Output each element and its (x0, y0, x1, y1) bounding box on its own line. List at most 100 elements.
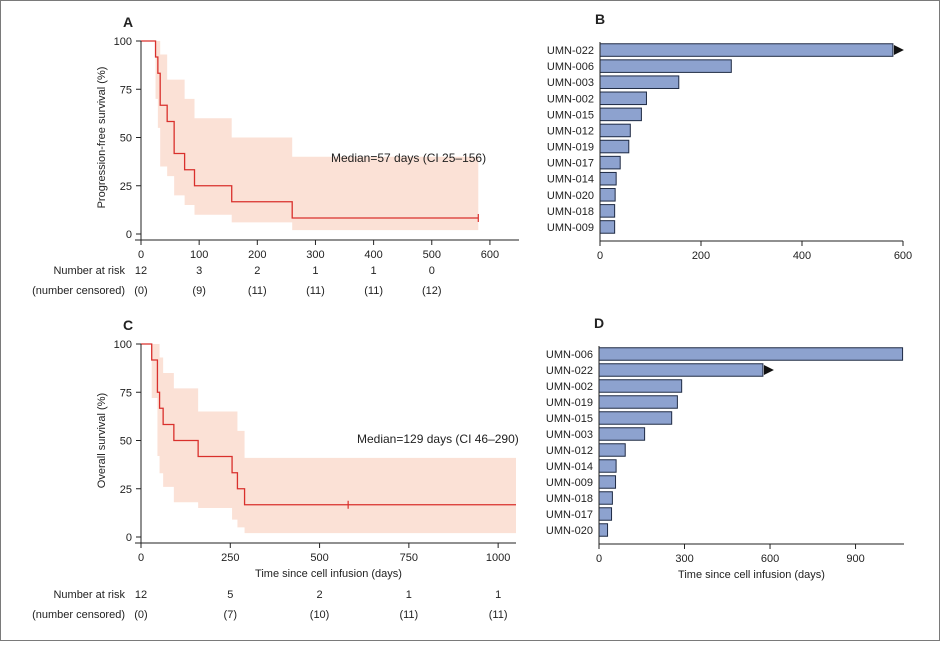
censored-value-c: (10) (310, 609, 330, 621)
bar-category-label-d: UMN-022 (546, 365, 593, 377)
x-tick-label-b: 200 (692, 250, 710, 262)
median-annotation-a: Median=57 days (CI 25–156) (331, 151, 486, 165)
censored-value-a: (9) (192, 285, 205, 297)
censored-value-c: (11) (489, 609, 508, 621)
ci-band-c (151, 344, 516, 534)
censored-value-c: (7) (224, 609, 237, 621)
censored-value-a: (12) (422, 285, 442, 297)
y-tick-label-a: 50 (120, 133, 132, 145)
y-tick-label-c: 50 (120, 436, 132, 448)
at-risk-value-a: 1 (312, 265, 318, 277)
x-tick-label-a: 200 (248, 249, 266, 261)
bar-category-label-d: UMN-006 (546, 349, 593, 361)
censored-table-label-a: (number censored) (32, 285, 125, 297)
x-tick-label-c: 750 (400, 552, 418, 564)
y-tick-label-c: 25 (120, 484, 132, 496)
bar-category-label-b: UMN-020 (547, 190, 594, 202)
bar-b (599, 171, 617, 186)
bar-b (599, 123, 631, 138)
bar-category-label-b: UMN-018 (547, 206, 594, 218)
at-risk-value-a: 1 (371, 265, 377, 277)
bar-category-label-b: UMN-002 (547, 93, 594, 105)
at-risk-value-a: 3 (196, 265, 202, 277)
bar-category-label-d: UMN-002 (546, 381, 593, 393)
y-axis-label-c: Overall survival (%) (96, 393, 108, 488)
y-tick-label-a: 25 (120, 181, 132, 193)
censored-value-a: (0) (134, 285, 147, 297)
censored-value-a: (11) (306, 285, 325, 297)
at-risk-value-c: 5 (227, 589, 233, 601)
at-risk-value-a: 2 (254, 265, 260, 277)
ci-band-a (155, 41, 479, 231)
bar-category-label-d: UMN-015 (546, 413, 593, 425)
at-risk-value-a: 12 (135, 265, 147, 277)
bar-category-label-b: UMN-006 (547, 61, 594, 73)
at-risk-value-c: 1 (406, 589, 412, 601)
y-tick-label-a: 75 (120, 84, 132, 96)
bar-d (598, 411, 673, 425)
censored-table-label-c: (number censored) (32, 609, 125, 621)
bar-category-label-b: UMN-022 (547, 45, 594, 57)
bar-b (599, 155, 621, 170)
y-tick-label-c: 0 (126, 532, 132, 544)
bar-category-label-d: UMN-019 (546, 397, 593, 409)
bar-category-label-d: UMN-014 (546, 461, 593, 473)
panel-label-a: A (123, 14, 133, 30)
x-tick-label-b: 600 (894, 250, 912, 262)
panel-label-b: B (595, 11, 605, 27)
bar-b (599, 75, 680, 89)
censored-value-c: (11) (399, 609, 418, 621)
median-annotation-c: Median=129 days (CI 46–290) (357, 432, 519, 446)
bar-b (599, 220, 616, 234)
bar-category-label-b: UMN-003 (547, 77, 594, 89)
at-risk-value-a: 0 (429, 265, 435, 277)
bar-d (598, 347, 904, 361)
bar-b (599, 59, 732, 73)
bar-b (599, 107, 642, 122)
bar-category-label-b: UMN-012 (547, 125, 594, 137)
bar-d (598, 507, 613, 521)
x-tick-label-a: 300 (306, 249, 324, 261)
panel-label-c: C (123, 317, 133, 333)
y-tick-label-c: 100 (114, 339, 132, 351)
x-tick-label-a: 0 (138, 249, 144, 261)
survival-line-a (141, 40, 479, 219)
x-tick-label-c: 1000 (486, 552, 510, 564)
x-tick-label-b: 0 (597, 250, 603, 262)
x-tick-label-d: 300 (675, 553, 693, 565)
x-tick-label-d: 0 (596, 553, 602, 565)
x-tick-label-a: 100 (190, 249, 208, 261)
bar-category-label-d: UMN-018 (546, 493, 593, 505)
x-tick-label-c: 250 (221, 552, 239, 564)
censored-value-c: (0) (134, 609, 147, 621)
bar-d (598, 363, 764, 377)
risk-table-label-c: Number at risk (53, 589, 125, 601)
bar-d (598, 491, 613, 505)
bar-category-label-b: UMN-015 (547, 109, 594, 121)
risk-table-label-a: Number at risk (53, 265, 125, 277)
x-tick-label-c: 500 (310, 552, 328, 564)
y-tick-label-c: 75 (120, 387, 132, 399)
x-axis-label-d: Time since cell infusion (days) (678, 569, 825, 581)
bar-category-label-d: UMN-003 (546, 429, 593, 441)
at-risk-value-c: 1 (495, 589, 501, 601)
ongoing-arrow-b (893, 45, 904, 56)
bar-d (598, 443, 626, 457)
at-risk-value-c: 12 (135, 589, 147, 601)
bar-d (598, 395, 678, 409)
ongoing-arrow-d (763, 365, 774, 375)
bar-d (598, 459, 617, 473)
bar-category-label-d: UMN-017 (546, 509, 593, 521)
bar-d (598, 379, 683, 393)
bar-d (598, 523, 609, 537)
bar-category-label-b: UMN-019 (547, 142, 594, 154)
x-tick-label-a: 500 (423, 249, 441, 261)
bar-category-label-b: UMN-009 (547, 222, 594, 234)
x-tick-label-a: 400 (364, 249, 382, 261)
x-tick-label-c: 0 (138, 552, 144, 564)
bar-b (599, 204, 616, 218)
bar-b (599, 91, 647, 106)
x-tick-label-d: 600 (761, 553, 779, 565)
